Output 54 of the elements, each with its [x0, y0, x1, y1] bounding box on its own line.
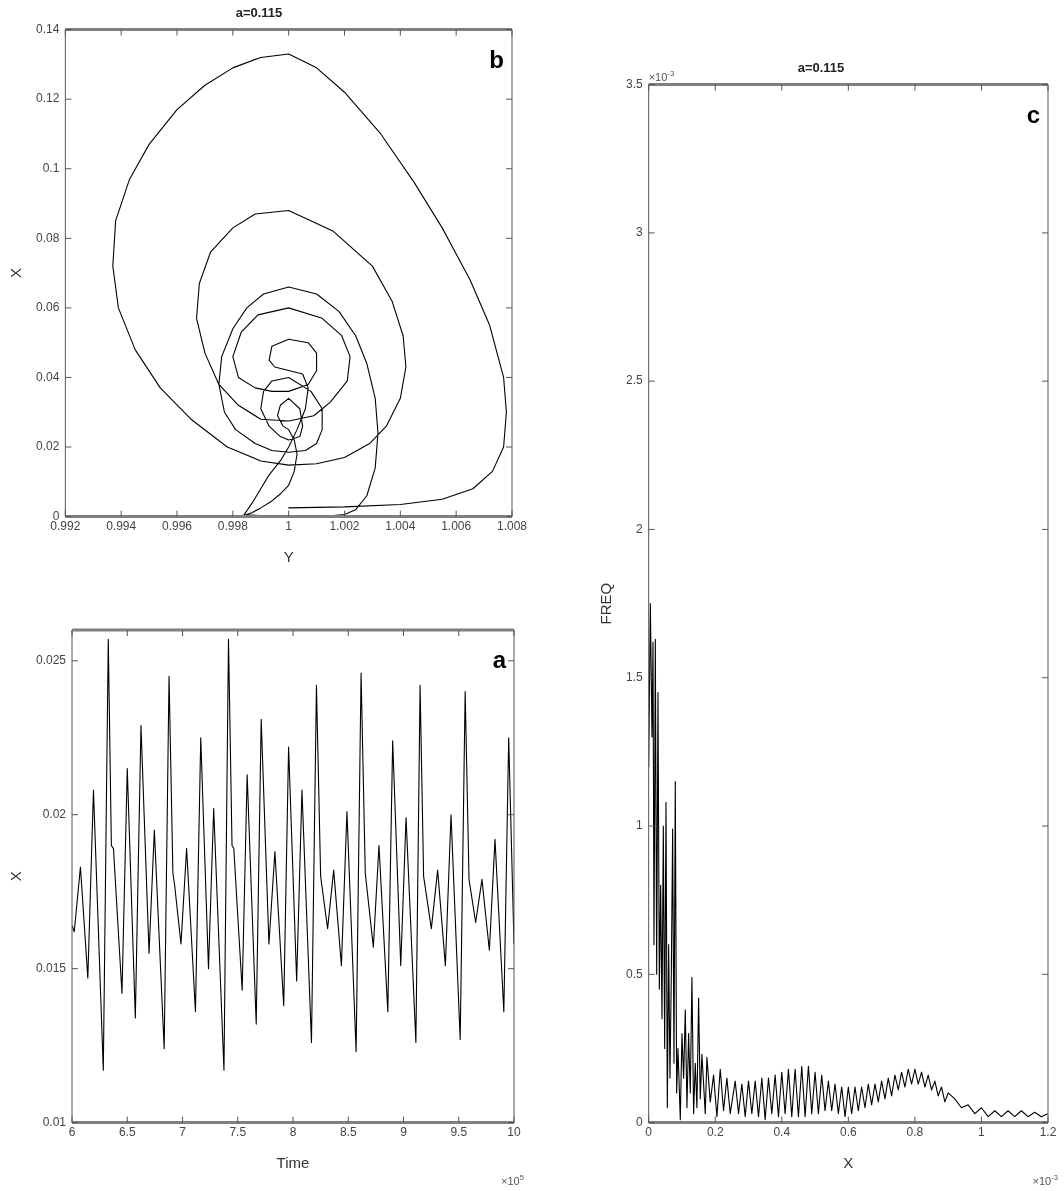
y-tick-label: 0	[635, 1114, 643, 1129]
y-tick-label: 0.04	[36, 369, 60, 384]
y-tick-label: 0.06	[36, 300, 60, 315]
y-tick-label: 0.025	[36, 653, 67, 668]
y-tick-label: 0.5	[625, 966, 643, 981]
x-tick-label: 8.5	[339, 1125, 357, 1140]
y-tick-label: 2.5	[625, 373, 643, 388]
x-tick-label: 1	[978, 1125, 986, 1140]
x-tick-label: 8	[289, 1125, 297, 1140]
x-tick-label: 1.2	[1039, 1125, 1057, 1140]
x-tick-label: 0.994	[106, 519, 137, 534]
x-tick-label: 7.5	[229, 1125, 247, 1140]
annotation: b	[489, 45, 504, 73]
y-tick-label: 0.02	[42, 807, 67, 822]
x-axis-title: Time	[276, 1154, 310, 1172]
y-tick-label: 0.01	[42, 1114, 67, 1129]
y-tick-label: 3.5	[625, 76, 643, 91]
y-tick-label: 0.14	[36, 21, 60, 36]
x-tick-label: 10	[507, 1125, 521, 1140]
y-tick-label: 1.5	[625, 670, 643, 685]
y-tick-label: 0.08	[36, 230, 60, 245]
x-tick-label: 1.002	[329, 519, 360, 534]
x-tick-label: 0	[645, 1125, 653, 1140]
x-axis-title: X	[843, 1154, 854, 1172]
x-tick-label: 0.996	[162, 519, 193, 534]
y-tick-label: 0.12	[36, 91, 60, 106]
y-axis-title: X	[7, 871, 25, 882]
x-tick-label: 0.8	[906, 1125, 924, 1140]
y-tick-label: 3	[635, 225, 643, 240]
x-tick-label: 6.5	[118, 1125, 136, 1140]
x-tick-label: 0.6	[840, 1125, 857, 1140]
x-tick-label: 9	[400, 1125, 408, 1140]
y-tick-label: 0.015	[36, 960, 67, 975]
x-tick-label: 1.006	[441, 519, 472, 534]
x-tick-label: 9.5	[450, 1125, 468, 1140]
y-tick-label: 0.02	[36, 439, 60, 454]
y-tick-label: 1	[635, 818, 643, 833]
x-tick-label: 0.4	[773, 1125, 791, 1140]
y-tick-label: 2	[635, 521, 643, 536]
chart-title: a=0.115	[235, 5, 283, 21]
y-axis-title: X	[7, 268, 25, 279]
x-tick-label: 0.998	[217, 519, 249, 534]
x-tick-label: 1.008	[496, 519, 528, 534]
x-tick-label: 1	[285, 519, 293, 534]
y-axis-title: FREQ	[597, 582, 615, 625]
annotation: c	[1026, 100, 1040, 128]
annotation: a	[492, 646, 507, 673]
x-tick-label: 7	[179, 1125, 187, 1140]
x-tick-label: 0.2	[706, 1125, 724, 1140]
chart-title: a=0.115	[797, 60, 845, 76]
x-tick-label: 6	[68, 1125, 76, 1140]
x-tick-label: 1.004	[385, 519, 416, 534]
y-tick-label: 0.1	[42, 161, 60, 176]
x-axis-title: Y	[283, 548, 294, 566]
